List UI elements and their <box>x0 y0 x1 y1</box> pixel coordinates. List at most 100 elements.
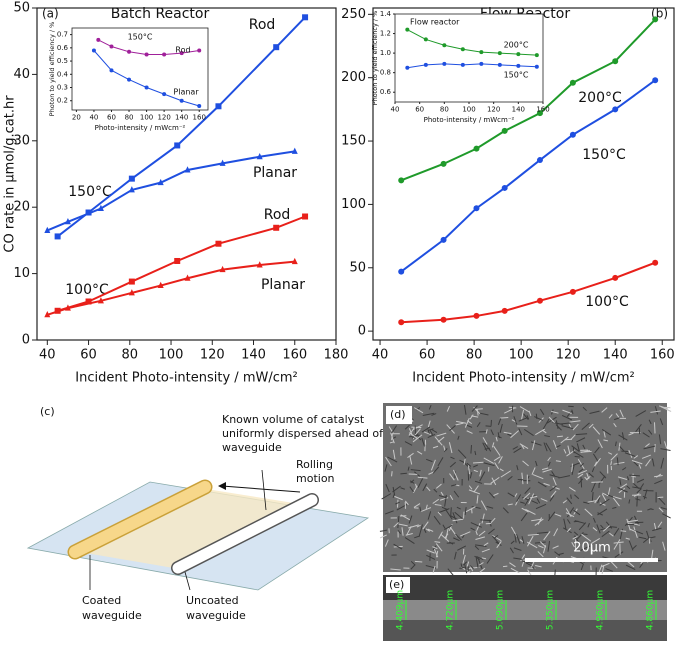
sem-texture <box>539 408 545 416</box>
marker <box>97 297 104 304</box>
marker <box>612 274 619 281</box>
series-label: Planar <box>173 88 199 97</box>
x-tick-label: 160 <box>282 347 307 362</box>
marker <box>44 226 51 233</box>
sem-texture <box>483 457 494 464</box>
sem-texture <box>379 529 388 532</box>
x-tick-label: 160 <box>536 105 549 113</box>
sem-texture <box>591 481 603 483</box>
sem-texture <box>610 461 612 466</box>
sem-texture <box>390 425 397 434</box>
sem-texture <box>563 527 572 534</box>
sem-texture <box>616 457 619 466</box>
sem-texture <box>520 501 525 504</box>
sem-texture <box>470 522 482 528</box>
sem-texture <box>524 487 531 495</box>
sem-texture <box>410 560 416 566</box>
arrow-head <box>218 482 226 490</box>
sem-texture <box>457 449 467 459</box>
sem-texture <box>655 473 662 478</box>
sem-texture <box>426 549 435 554</box>
sem-texture <box>577 469 588 475</box>
sem-texture <box>542 430 547 434</box>
sem-texture <box>492 535 502 542</box>
marker <box>219 159 226 166</box>
sem-texture <box>510 540 515 545</box>
sem-texture <box>449 473 455 481</box>
marker <box>534 64 539 69</box>
x-axis-label: Photo-intensity / mWcm⁻² <box>95 124 186 132</box>
sem-texture <box>519 443 529 449</box>
sem-texture <box>381 493 392 500</box>
sem-texture <box>397 515 400 529</box>
sem-texture <box>408 524 419 529</box>
marker <box>197 48 202 53</box>
sem-texture <box>554 513 562 517</box>
sem-texture <box>422 483 428 492</box>
sem-texture <box>547 456 551 462</box>
sem-texture <box>580 450 592 453</box>
sem-texture <box>658 507 664 513</box>
sem-texture <box>633 455 639 459</box>
sem-texture <box>619 409 624 418</box>
sem-texture <box>468 485 473 490</box>
sem-texture <box>384 464 388 472</box>
sem-texture <box>465 506 476 513</box>
sem-texture <box>521 536 525 544</box>
sem-texture <box>404 537 415 544</box>
sem-texture <box>584 508 593 517</box>
x-tick-label: 120 <box>157 113 170 121</box>
sem-texture <box>662 541 666 551</box>
marker <box>442 61 447 66</box>
sem-texture <box>608 414 613 419</box>
sem-texture <box>593 517 596 523</box>
sem-texture <box>426 486 431 492</box>
sem-background <box>383 403 667 572</box>
sem-texture <box>447 568 454 577</box>
y-tick-label: 150 <box>341 134 366 149</box>
sem-texture <box>545 442 552 453</box>
y-tick-label: 50 <box>349 260 366 275</box>
x-tick-label: 40 <box>372 347 389 362</box>
sem-texture <box>442 524 446 529</box>
sem-texture <box>513 547 522 551</box>
sem-texture <box>520 512 528 522</box>
sem-texture <box>521 559 525 567</box>
marker <box>215 240 222 247</box>
sem-texture <box>619 479 622 486</box>
sem-texture <box>473 485 479 493</box>
sem-texture <box>568 423 572 429</box>
sem-texture <box>548 416 555 424</box>
sem-texture <box>635 498 641 501</box>
sem-texture <box>522 460 529 467</box>
sem-texture <box>490 476 500 484</box>
sem-texture <box>541 467 549 471</box>
sem-texture <box>433 488 438 493</box>
sem-texture <box>536 498 541 504</box>
sem-texture <box>534 518 544 526</box>
series-label: Rod <box>175 46 190 55</box>
sem-texture <box>488 492 495 499</box>
sem-texture <box>509 547 514 554</box>
sem-texture <box>574 520 585 524</box>
sem-texture <box>516 534 521 544</box>
sem-texture <box>625 537 630 540</box>
x-tick-label: 40 <box>391 105 400 113</box>
sem-texture <box>594 446 600 454</box>
sem-texture <box>580 476 583 488</box>
sem-texture <box>455 533 462 541</box>
sem-texture <box>628 522 640 526</box>
sem-texture <box>549 485 557 492</box>
sem-texture <box>601 564 605 575</box>
sem-texture <box>454 551 457 560</box>
sem-texture <box>563 448 567 454</box>
sem-texture <box>476 495 479 504</box>
sem-texture <box>385 483 390 493</box>
sem-texture <box>440 533 450 542</box>
sem-texture <box>587 523 590 528</box>
sem-texture <box>392 449 396 460</box>
sem-texture <box>478 530 486 537</box>
diagram-c: (c) Known volume of catalyst uniformly d… <box>26 405 384 622</box>
marker <box>197 104 202 109</box>
sem-texture <box>393 522 399 528</box>
